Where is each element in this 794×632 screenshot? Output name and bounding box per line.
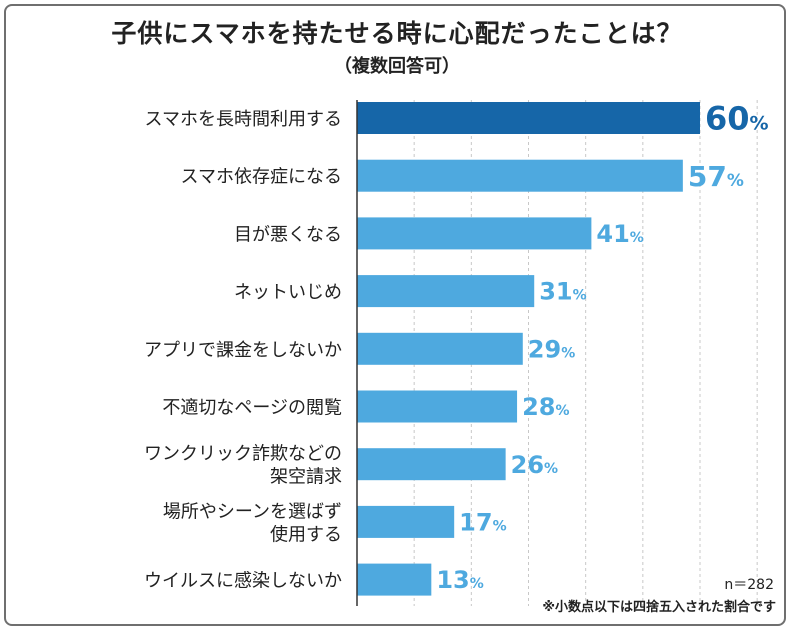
category-label: ネットいじめ bbox=[234, 282, 342, 303]
bar bbox=[357, 332, 523, 365]
bar bbox=[357, 505, 455, 538]
value-label: 28% bbox=[522, 393, 569, 421]
value-label: 29% bbox=[528, 335, 575, 363]
value-label: 57% bbox=[688, 160, 744, 193]
bar bbox=[357, 390, 518, 423]
value-label: 31% bbox=[539, 278, 586, 306]
bar bbox=[357, 217, 592, 250]
category-label: スマホ依存症になる bbox=[181, 167, 342, 188]
value-label: 60% bbox=[705, 100, 769, 138]
rounding-footnote: ※小数点以下は四捨五入された割合です bbox=[542, 600, 776, 615]
value-label: 13% bbox=[436, 566, 483, 594]
category-label: アプリで課金をしないか bbox=[144, 340, 342, 361]
category-label: 目が悪くなる bbox=[234, 224, 342, 245]
category-label: 架空請求 bbox=[270, 467, 342, 488]
bar bbox=[357, 275, 535, 308]
category-label: 場所やシーンを選ばず bbox=[163, 501, 342, 522]
sample-size-note: n＝282 bbox=[724, 577, 774, 593]
category-label: スマホを長時間利用する bbox=[145, 109, 342, 130]
category-label: 不適切なページの閲覧 bbox=[162, 398, 342, 419]
value-label: 26% bbox=[511, 451, 558, 479]
value-label: 41% bbox=[596, 220, 643, 248]
chart-title: 子供にスマホを持たせる時に心配だったことは？ bbox=[111, 19, 683, 48]
category-label: ウイルスに感染しないか bbox=[144, 571, 342, 592]
category-label: ワンクリック詐欺などの bbox=[144, 444, 342, 465]
value-label: 17% bbox=[459, 509, 506, 537]
bar bbox=[357, 563, 432, 596]
chart-subtitle: （複数回答可） bbox=[334, 56, 460, 77]
category-label: 使用する bbox=[270, 524, 342, 545]
bar bbox=[357, 159, 683, 192]
bar bbox=[357, 102, 700, 134]
bar bbox=[357, 448, 506, 481]
